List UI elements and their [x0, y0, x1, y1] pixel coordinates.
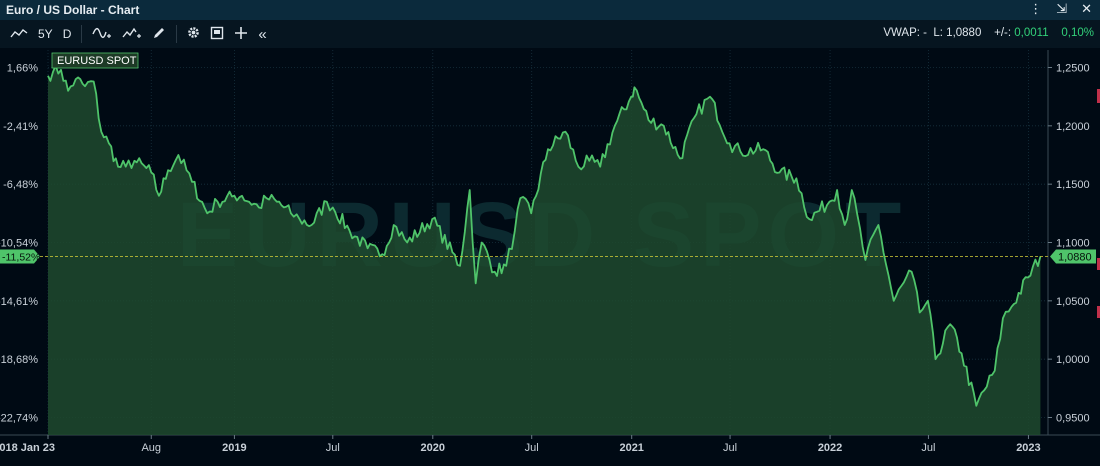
pct-tick-label: -22,74% [0, 413, 38, 425]
price-tick-label: 1,2000 [1056, 121, 1090, 133]
last-pct-label: -11,52% [2, 252, 40, 264]
pct-tick-label: -14,61% [0, 296, 38, 308]
study-icon[interactable] [122, 26, 142, 43]
last-price-label: L: 1,0880 [933, 27, 982, 39]
time-tick-label: Jul [921, 442, 935, 454]
side-alert-marker [1097, 306, 1100, 318]
pct-axis: 1,66% -2,41% -6,48% -10,54% -14,61% -18,68% -2… [0, 63, 38, 425]
range-5y-button[interactable]: 5Y [38, 27, 53, 41]
pct-tick-label: 1,66% [7, 63, 38, 75]
last-price-badge [1050, 249, 1096, 264]
crosshair-icon[interactable] [234, 26, 248, 43]
chart-toolbar: 5Y D « VWAP: - L: 1,0880 +/-: 0,0011 0,1… [0, 20, 1100, 49]
series-line [47, 64, 1042, 407]
price-tick-label: 1,0000 [1056, 354, 1090, 366]
change-percent: 0,10% [1061, 27, 1094, 39]
toolbar-divider [81, 25, 83, 43]
toolbar-divider [176, 25, 178, 43]
time-tick-label: Jul [326, 442, 340, 454]
window-title: Euro / US Dollar - Chart [6, 3, 140, 17]
quote-summary: VWAP: - L: 1,0880 +/-: 0,0011 0,10% [883, 27, 1094, 39]
vwap-label: VWAP: - [883, 27, 927, 39]
window-controls: ⋮ ⇲ ✕ [1029, 1, 1092, 17]
last-price-value: 1,0880 [1058, 252, 1092, 264]
time-axis: 2018 Jan 23 Aug 2019 Jul 2020 Jul 2021 Jul 2022 J… [0, 435, 1041, 454]
time-tick-label: Jul [525, 442, 539, 454]
price-axis: 1,2500 1,2000 1,1500 1,1000 1,0500 1,0000 0,95… [1048, 63, 1090, 425]
menu-icon[interactable]: ⋮ [1029, 1, 1043, 16]
time-tick-label: 2020 [421, 442, 445, 454]
time-tick-label: 2022 [818, 442, 842, 454]
price-tick-label: 0,9500 [1056, 413, 1090, 425]
window-titlebar: Euro / US Dollar - Chart ⋮ ⇲ ✕ [0, 0, 1100, 20]
chart-type-line-icon[interactable] [10, 27, 28, 42]
pct-tick-label: -6,48% [3, 179, 38, 191]
side-alert-marker [1097, 89, 1100, 103]
time-tick-label: 2023 [1016, 442, 1040, 454]
pct-tick-label: -2,41% [3, 121, 38, 133]
legend: EURUSD SPOT [51, 52, 139, 69]
price-tick-label: 1,1500 [1056, 179, 1090, 191]
time-tick-label: Jul [723, 442, 737, 454]
time-tick-label: 2019 [222, 442, 246, 454]
collapse-panel-icon[interactable]: « [258, 25, 267, 43]
legend-series-label: EURUSD SPOT [57, 55, 137, 67]
detach-icon[interactable]: ⇲ [1056, 1, 1068, 16]
change-value: 0,0011 [1014, 27, 1049, 39]
price-tick-label: 1,0500 [1056, 296, 1090, 308]
price-chart-svg[interactable]: EURUSD SPOT EURUSD SPOT 1,66%-2,41%-6,48… [0, 48, 1100, 461]
pct-tick-label: -18,68% [0, 354, 38, 366]
series-area [48, 65, 1041, 435]
price-chart[interactable]: EURUSD SPOT EURUSD SPOT 1,66%-2,41%-6,48… [0, 48, 1100, 461]
pct-tick-label: -10,54% [0, 238, 38, 250]
price-tick-label: 1,2500 [1056, 63, 1090, 75]
last-value-markers: -11,52% 1,0880 [0, 249, 1096, 264]
time-tick-label: 2018 Jan 23 [0, 442, 55, 454]
side-alert-marker [1097, 258, 1100, 270]
interval-daily-button[interactable]: D [62, 27, 72, 41]
time-tick-label: Aug [141, 442, 161, 454]
gear-icon[interactable] [187, 26, 200, 42]
change-label: +/-: [994, 27, 1012, 39]
last-pct-badge [0, 249, 40, 264]
price-tick-label: 1,1000 [1056, 238, 1090, 250]
snapshot-icon[interactable] [210, 26, 224, 43]
draw-pen-icon[interactable] [152, 26, 166, 43]
indicator-icon[interactable] [92, 26, 112, 43]
close-icon[interactable]: ✕ [1081, 1, 1092, 16]
time-tick-label: 2021 [619, 442, 643, 454]
